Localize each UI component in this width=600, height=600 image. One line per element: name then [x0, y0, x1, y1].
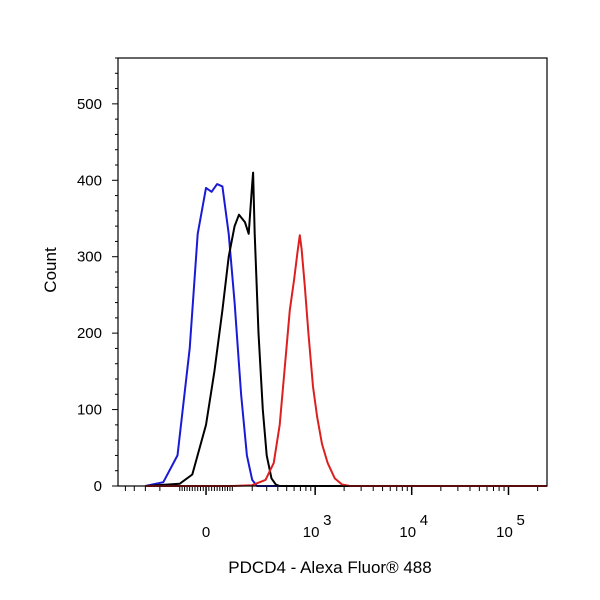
y-tick-label: 500 [77, 96, 102, 113]
y-axis-title: Count [41, 247, 60, 293]
y-tick-label: 200 [77, 325, 102, 342]
histogram-series-3 [145, 234, 547, 487]
y-axis-ticks [112, 57, 118, 487]
x-tick-label: 105 [496, 512, 525, 541]
y-tick-labels: 0 100 200 300 400 500 [77, 96, 102, 495]
y-tick-label: 400 [77, 172, 102, 189]
x-tick-label-exponent: 5 [516, 512, 524, 529]
histogram-series-1 [145, 183, 547, 487]
x-tick-label-base: 10 [399, 524, 416, 541]
histogram-series [145, 171, 547, 487]
x-tick-label-exponent: 4 [420, 512, 428, 529]
x-tick-label-exponent: 3 [323, 512, 331, 529]
y-tick-label: 0 [94, 478, 102, 495]
x-tick-label: 104 [399, 512, 428, 541]
x-tick-label: 0 [202, 524, 210, 541]
x-tick-label-base: 10 [303, 524, 320, 541]
histogram-series-2 [145, 171, 547, 487]
x-tick-label-base: 10 [496, 524, 513, 541]
y-tick-label: 300 [77, 249, 102, 266]
x-tick-label: 103 [303, 512, 332, 541]
y-tick-label: 100 [77, 402, 102, 419]
x-axis-ticks [124, 486, 539, 495]
x-tick-label-base: 0 [202, 524, 210, 541]
plot-frame [117, 57, 548, 487]
x-axis-title: PDCD4 - Alexa Fluor® 488 [228, 558, 431, 577]
